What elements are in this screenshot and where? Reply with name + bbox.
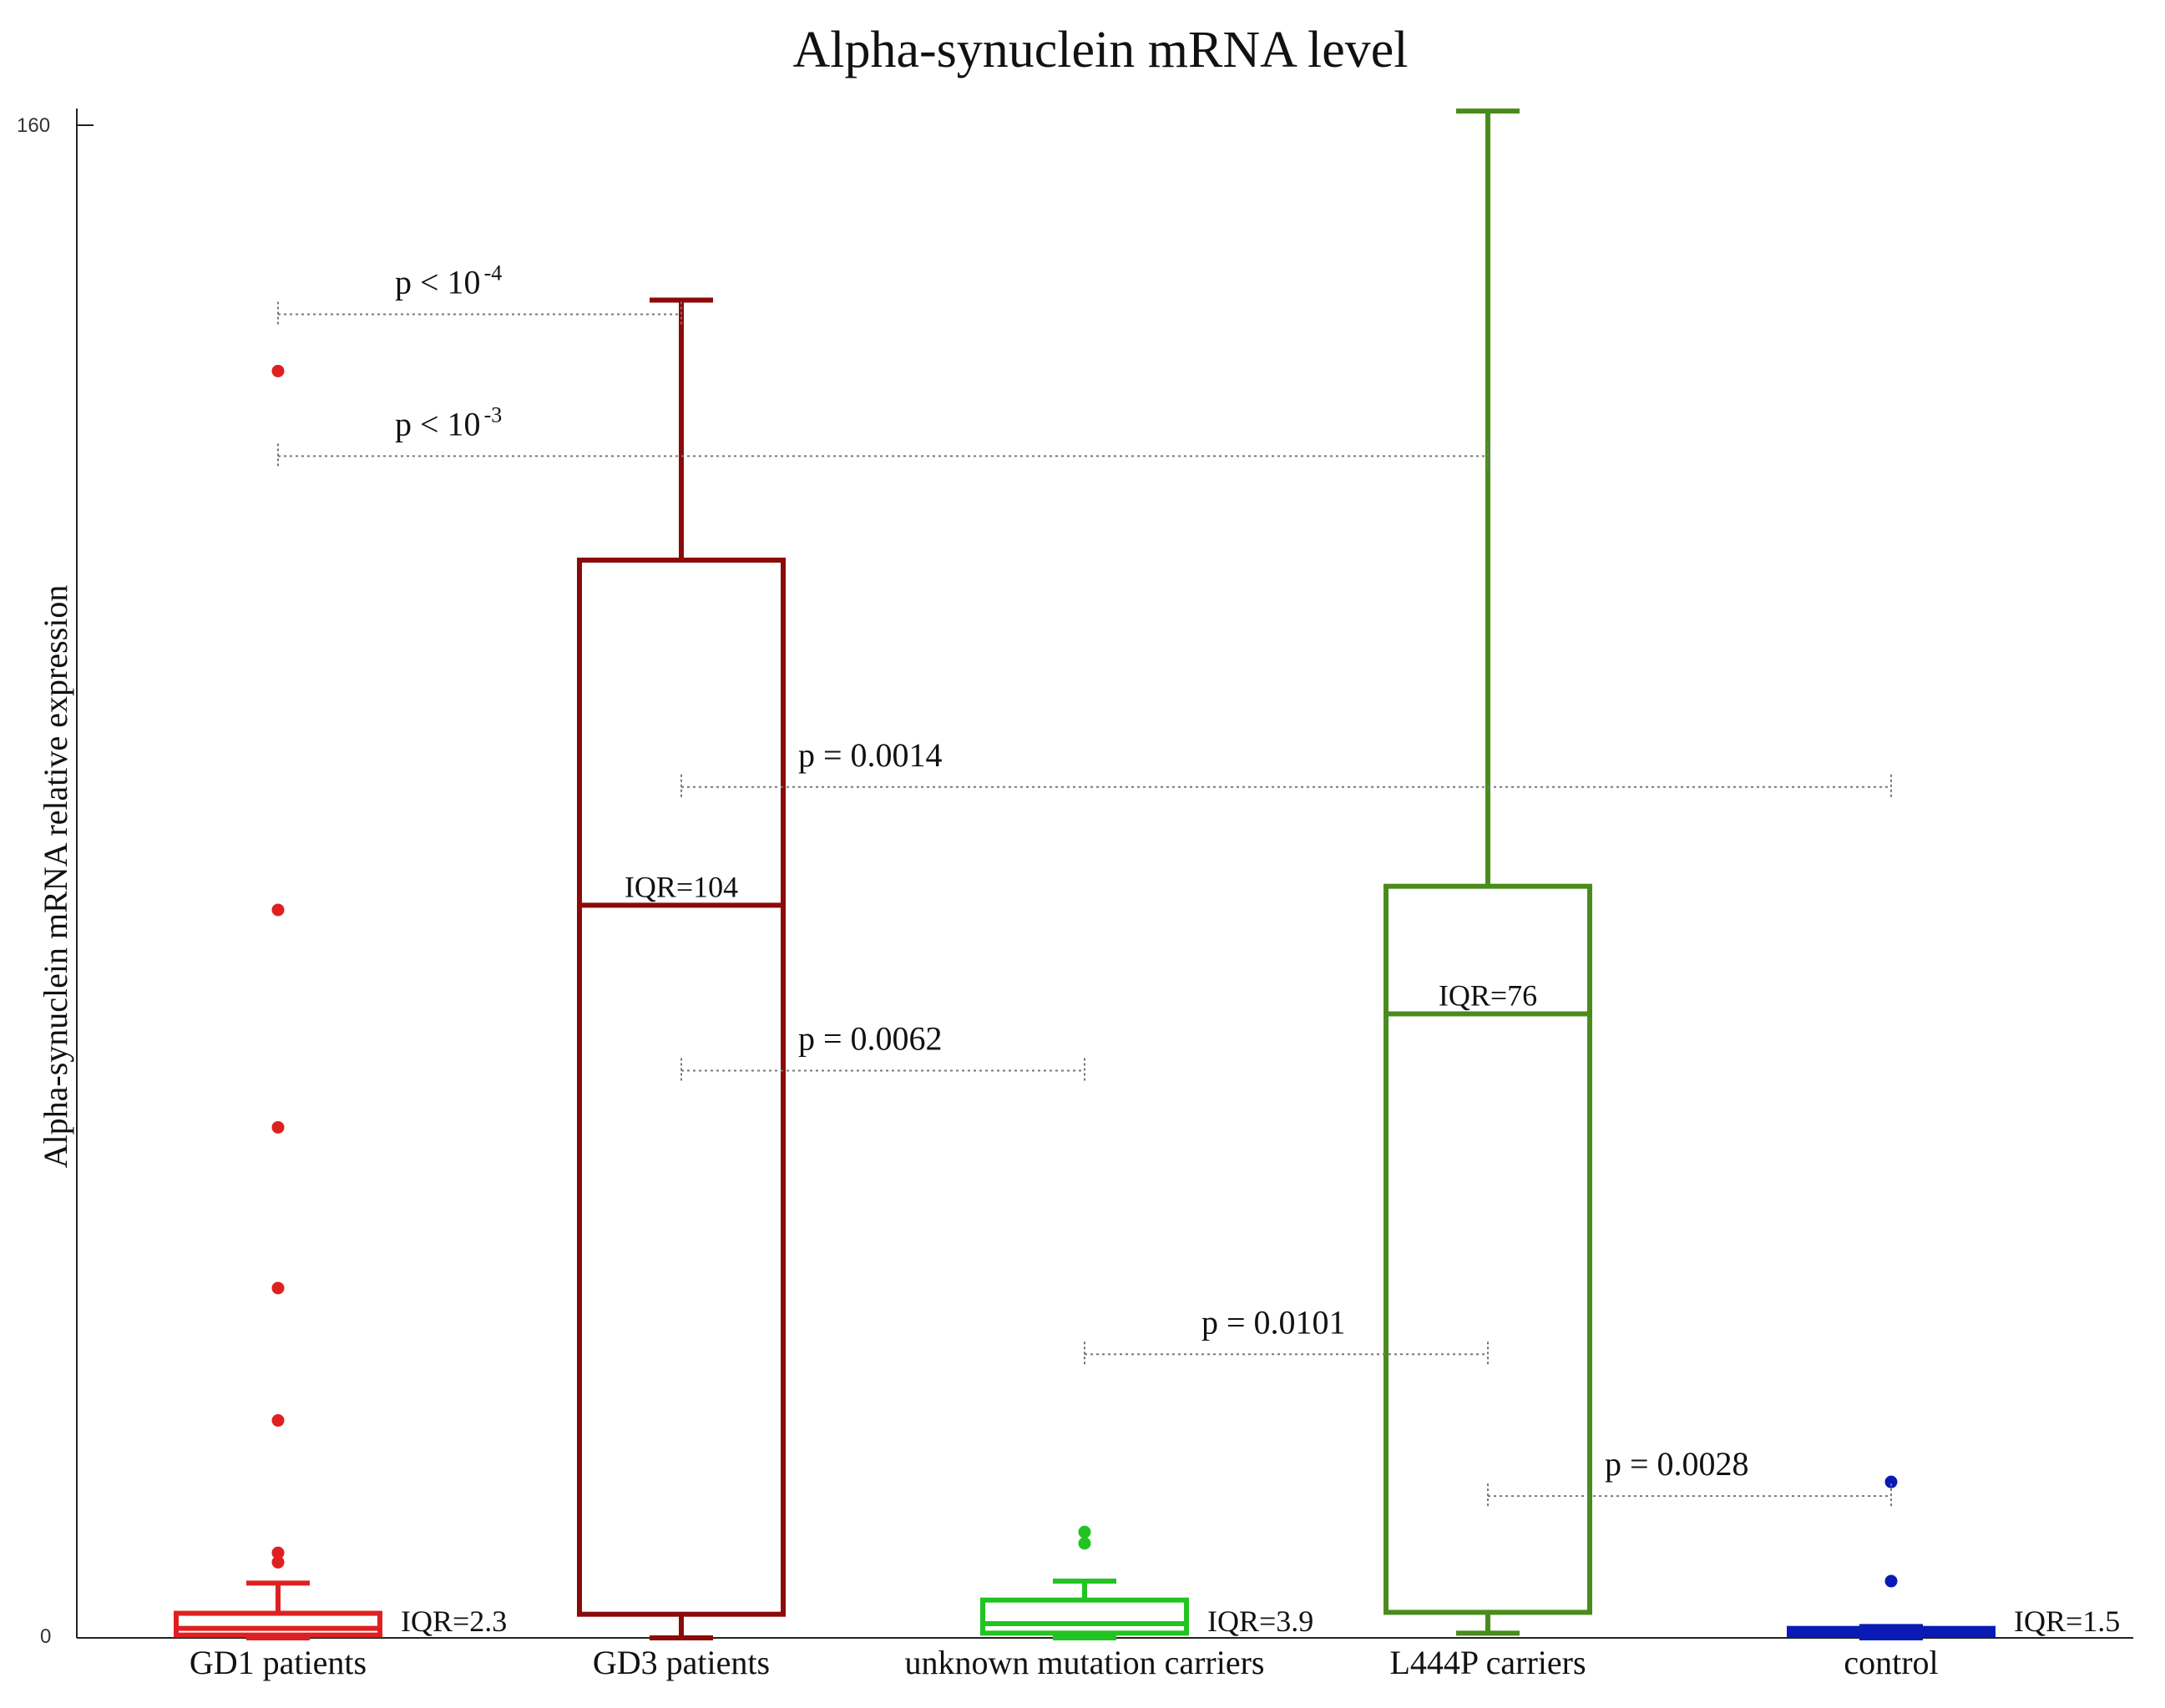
p-value-label: p = 0.0028 <box>1605 1445 1749 1483</box>
box <box>1383 883 1592 1615</box>
outlier-point <box>1884 1574 1898 1588</box>
x-category-label: GD1 patients <box>190 1644 367 1681</box>
x-category-label: control <box>1844 1644 1938 1681</box>
plot-area: GD1 patients GD3 patients unknown mutation… <box>174 109 2120 1681</box>
box <box>577 557 786 1617</box>
outlier-point <box>271 1414 285 1428</box>
iqr-label: IQR=2.3 <box>401 1604 507 1638</box>
outlier-point <box>271 1120 285 1134</box>
outlier-point <box>271 1555 285 1569</box>
p-value-label: p = 0.0014 <box>798 736 943 774</box>
outlier-point <box>1884 1475 1898 1488</box>
box <box>174 1610 382 1638</box>
p-value-label: p < 10 -4 <box>395 261 502 301</box>
iqr-label: IQR=104 <box>625 870 738 903</box>
chart-title: Alpha-synuclein mRNA level <box>793 22 1409 78</box>
outlier-point <box>271 903 285 917</box>
iqr-label: IQR=1.5 <box>2014 1604 2120 1638</box>
x-category-label: L444P carriers <box>1389 1644 1586 1681</box>
outlier-point <box>1078 1525 1091 1539</box>
outlier-point <box>271 1281 285 1295</box>
outlier-point <box>271 364 285 377</box>
y-tick-label-min: 0 <box>40 1625 51 1648</box>
y-axis-label: Alpha-synuclein mRNA relative expression <box>37 585 74 1169</box>
p-value-label: p < 10 -3 <box>395 402 502 442</box>
iqr-label: IQR=76 <box>1439 979 1537 1013</box>
x-category-label: unknown mutation carriers <box>905 1644 1265 1681</box>
outlier-point <box>1078 1537 1091 1550</box>
iqr-label: IQR=3.9 <box>1207 1604 1313 1638</box>
p-value-label: p = 0.0101 <box>1201 1303 1346 1341</box>
x-category-label: GD3 patients <box>593 1644 770 1681</box>
outlier-point <box>271 1546 285 1559</box>
p-value-label: p = 0.0062 <box>798 1020 943 1058</box>
y-tick-label-max: 160 <box>17 114 50 137</box>
box <box>980 1597 1189 1636</box>
